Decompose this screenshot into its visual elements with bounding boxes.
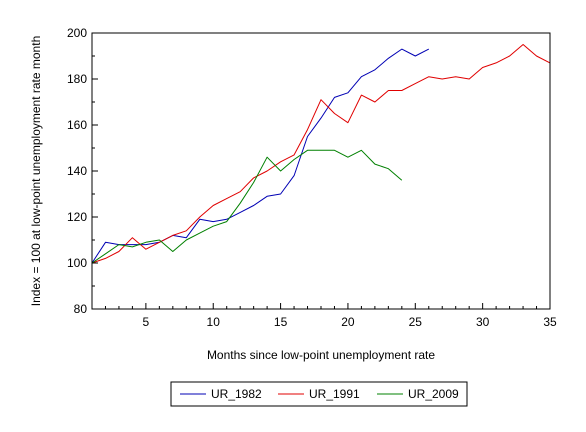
x-tick-label: 15 xyxy=(274,315,288,329)
legend-box xyxy=(170,381,468,407)
legend: UR_1982 UR_1991 UR_2009 xyxy=(170,381,468,407)
legend-label: UR_1982 xyxy=(211,387,262,401)
x-tick-label: 25 xyxy=(409,315,423,329)
legend-items: UR_1982 UR_1991 UR_2009 xyxy=(180,387,459,401)
x-tick-label: 30 xyxy=(476,315,490,329)
y-tick-label: 120 xyxy=(67,210,87,224)
legend-label: UR_1991 xyxy=(309,387,360,401)
x-tick-label: 20 xyxy=(341,315,355,329)
y-tick-label: 80 xyxy=(74,302,88,316)
legend-label: UR_2009 xyxy=(408,387,459,401)
y-tick-label: 100 xyxy=(67,256,87,270)
series-line-ur-2009 xyxy=(91,149,403,264)
x-tick-label: 35 xyxy=(543,315,557,329)
y-tick-label: 200 xyxy=(67,26,87,40)
x-tick-label: 5 xyxy=(143,315,150,329)
x-tick-label: 10 xyxy=(207,315,221,329)
axis-layer: 5 10 15 20 25 30 35 80 100 120 140 160 180 200 xyxy=(67,26,557,329)
series-line-ur-1982 xyxy=(91,48,430,264)
series-layer xyxy=(91,44,551,264)
series-line-ur-1991 xyxy=(91,44,551,264)
y-tick-label: 140 xyxy=(67,164,87,178)
x-axis-label: Months since low-point unemployment rate xyxy=(207,348,435,362)
y-axis-label: Index = 100 at low-point unemployment ra… xyxy=(29,36,43,307)
y-tick-label: 180 xyxy=(67,72,87,86)
y-tick-label: 160 xyxy=(67,118,87,132)
